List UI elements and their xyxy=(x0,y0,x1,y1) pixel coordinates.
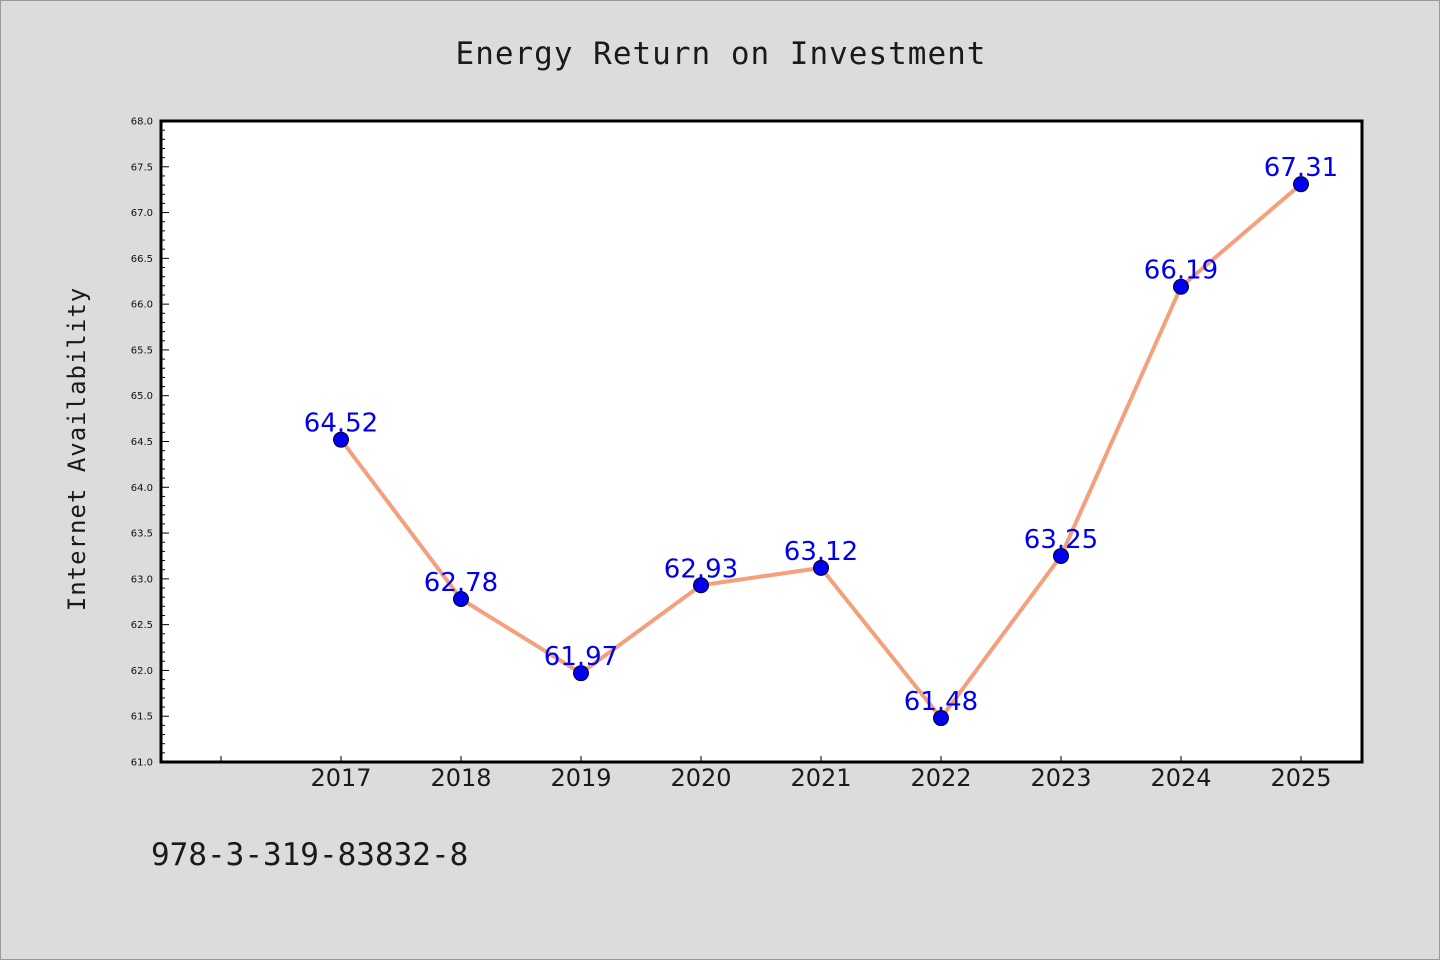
data-label: 62.78 xyxy=(424,568,498,598)
data-label: 67.31 xyxy=(1264,153,1338,183)
data-point-marker xyxy=(1293,176,1309,193)
y-tick-label: 67.5 xyxy=(131,162,153,173)
x-tick-label: 2023 xyxy=(1030,764,1091,792)
y-tick-label: 65.5 xyxy=(131,345,153,356)
data-point-marker xyxy=(1053,547,1069,564)
data-label: 66.19 xyxy=(1144,256,1218,286)
y-tick-label: 68.0 xyxy=(131,117,153,128)
x-tick-label: 2017 xyxy=(310,764,371,792)
y-axis-label: Internet Availability xyxy=(63,287,91,611)
y-tick-label: 64.5 xyxy=(131,437,153,448)
y-tick-label: 63.5 xyxy=(131,529,153,540)
y-tick-label: 61.0 xyxy=(131,758,153,769)
x-axis-ticks: 2017 2018 2019 2020 2021 2022 2023 2024 2025 xyxy=(220,756,1332,792)
y-tick-label: 66.5 xyxy=(131,254,153,265)
y-axis-ticks: 61.0 61.5 62.0 62.5 63.0 63.5 64.0 64.5 65.0 65.5… xyxy=(131,117,169,769)
y-tick-label: 67.0 xyxy=(131,208,153,219)
data-label: 63.12 xyxy=(784,537,858,567)
data-point-marker xyxy=(333,431,349,448)
data-point-marker xyxy=(813,559,829,576)
x-tick-label: 2019 xyxy=(550,764,611,792)
x-tick-label: 2024 xyxy=(1150,764,1211,792)
y-tick-label: 63.0 xyxy=(131,574,153,585)
x-tick-label: 2022 xyxy=(910,764,971,792)
y-tick-label: 65.0 xyxy=(131,391,153,402)
data-label: 63.25 xyxy=(1024,525,1098,555)
plot-area xyxy=(161,121,1362,762)
data-label: 62.93 xyxy=(664,554,738,584)
data-point-marker xyxy=(1173,278,1189,295)
y-tick-label: 61.5 xyxy=(131,712,153,723)
data-label: 61.48 xyxy=(904,687,978,717)
data-label-layer: 64.52 62.78 61.97 62.93 63.12 61.48 63.25 66.19… xyxy=(304,153,1338,717)
data-label: 64.52 xyxy=(304,409,378,439)
y-tick-label: 64.0 xyxy=(131,483,153,494)
data-point-marker xyxy=(573,665,589,682)
x-tick-label: 2021 xyxy=(790,764,851,792)
data-point-marker xyxy=(453,591,469,608)
plot-frame xyxy=(159,119,1364,764)
data-point-marker xyxy=(693,577,709,594)
y-tick-label: 62.5 xyxy=(131,620,153,631)
x-tick-label: 2018 xyxy=(430,764,491,792)
x-tick-label: 2025 xyxy=(1270,764,1331,792)
data-point-marker xyxy=(933,710,949,727)
chart-title: Energy Return on Investment xyxy=(456,36,987,72)
isbn-label: 978-3-319-83832-8 xyxy=(151,837,468,873)
y-tick-label: 62.0 xyxy=(131,666,153,677)
y-tick-label: 66.0 xyxy=(131,300,153,311)
x-tick-label: 2020 xyxy=(670,764,731,792)
series-layer xyxy=(333,176,1309,727)
data-label: 61.97 xyxy=(544,642,618,672)
